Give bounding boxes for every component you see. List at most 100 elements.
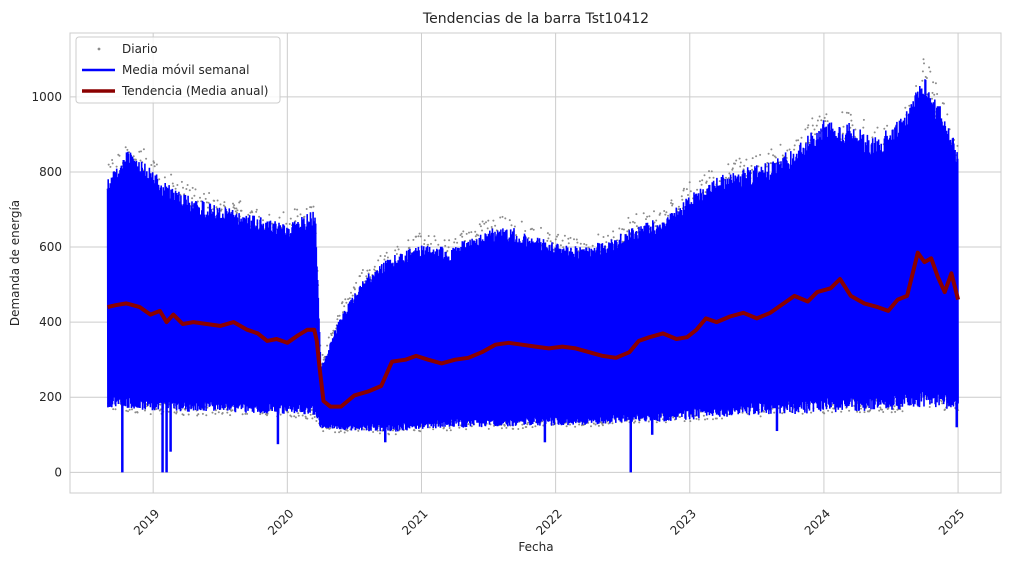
daily-point <box>771 407 774 410</box>
daily-point <box>477 234 480 237</box>
daily-point <box>944 408 946 411</box>
daily-point <box>741 411 744 414</box>
daily-point <box>605 241 608 244</box>
daily-point <box>862 118 865 121</box>
daily-point <box>555 235 558 238</box>
daily-point <box>125 409 128 412</box>
daily-point <box>590 425 592 428</box>
daily-point <box>338 431 341 434</box>
daily-point <box>611 422 614 425</box>
daily-point <box>465 428 468 431</box>
daily-point <box>447 246 450 249</box>
daily-point <box>876 126 879 129</box>
daily-point <box>127 410 129 413</box>
daily-point <box>251 211 254 214</box>
daily-point <box>173 411 176 414</box>
daily-point <box>626 230 629 233</box>
daily-point <box>486 227 489 230</box>
daily-point <box>781 412 784 415</box>
daily-point <box>850 119 853 122</box>
daily-point <box>921 79 924 82</box>
daily-point <box>546 239 549 242</box>
daily-point <box>297 414 300 417</box>
daily-point <box>136 411 139 414</box>
daily-point <box>348 297 351 300</box>
daily-point <box>213 199 216 202</box>
daily-point <box>449 429 452 432</box>
daily-point <box>343 431 346 434</box>
daily-point <box>810 411 813 414</box>
daily-point <box>456 241 459 244</box>
daily-point <box>738 157 741 160</box>
daily-point <box>363 428 365 431</box>
x-axis-label: Fecha <box>518 540 553 554</box>
daily-point <box>207 201 210 204</box>
daily-point <box>322 358 325 361</box>
daily-point <box>204 197 207 200</box>
daily-point <box>671 202 674 205</box>
daily-point <box>715 417 718 420</box>
daily-point <box>557 233 560 236</box>
daily-point <box>246 412 249 415</box>
daily-point <box>322 430 325 433</box>
daily-point <box>474 230 477 233</box>
daily-point <box>379 255 382 257</box>
daily-point <box>261 412 264 415</box>
daily-point <box>554 238 557 241</box>
daily-point <box>224 205 226 208</box>
daily-point <box>882 411 885 413</box>
daily-point <box>845 111 848 114</box>
chart-title: Tendencias de la barra Tst10412 <box>422 11 649 27</box>
daily-point <box>851 124 854 127</box>
daily-point <box>774 156 777 159</box>
daily-point <box>355 281 358 284</box>
daily-point <box>388 433 390 436</box>
daily-point <box>936 93 939 95</box>
daily-point <box>444 244 447 247</box>
daily-point <box>727 177 730 180</box>
daily-point <box>521 427 524 430</box>
daily-point <box>655 421 658 424</box>
daily-point <box>445 429 448 432</box>
daily-point <box>887 407 890 410</box>
daily-point <box>244 412 247 415</box>
daily-point <box>708 176 711 179</box>
daily-point <box>124 146 127 149</box>
daily-point <box>618 227 621 230</box>
daily-point <box>255 210 258 213</box>
daily-point <box>134 158 137 161</box>
daily-point <box>712 176 715 179</box>
daily-point <box>929 70 932 73</box>
plot-area <box>106 58 961 473</box>
daily-point <box>345 301 348 304</box>
daily-point <box>115 165 118 168</box>
daily-point <box>336 315 339 317</box>
daily-point <box>299 213 302 216</box>
daily-point <box>697 418 700 421</box>
daily-point <box>664 421 667 424</box>
daily-point <box>385 251 388 254</box>
daily-point <box>205 414 208 417</box>
daily-point <box>638 421 641 424</box>
x-tick-label: 2020 <box>265 506 296 537</box>
daily-point <box>928 66 931 69</box>
daily-point <box>310 409 313 411</box>
daily-point <box>831 403 834 406</box>
daily-point <box>186 184 189 186</box>
daily-point <box>330 334 333 337</box>
daily-point <box>180 180 183 183</box>
daily-point <box>226 411 229 414</box>
daily-point <box>229 414 232 417</box>
daily-point <box>327 336 330 339</box>
daily-point <box>432 428 435 431</box>
daily-point <box>634 420 637 423</box>
daily-point <box>170 173 173 176</box>
daily-point <box>856 410 859 413</box>
daily-point <box>150 164 153 166</box>
daily-point <box>305 208 308 210</box>
daily-point <box>465 232 468 235</box>
daily-point <box>301 414 304 417</box>
daily-point <box>860 407 862 410</box>
daily-point <box>296 215 299 218</box>
daily-point <box>185 188 188 190</box>
